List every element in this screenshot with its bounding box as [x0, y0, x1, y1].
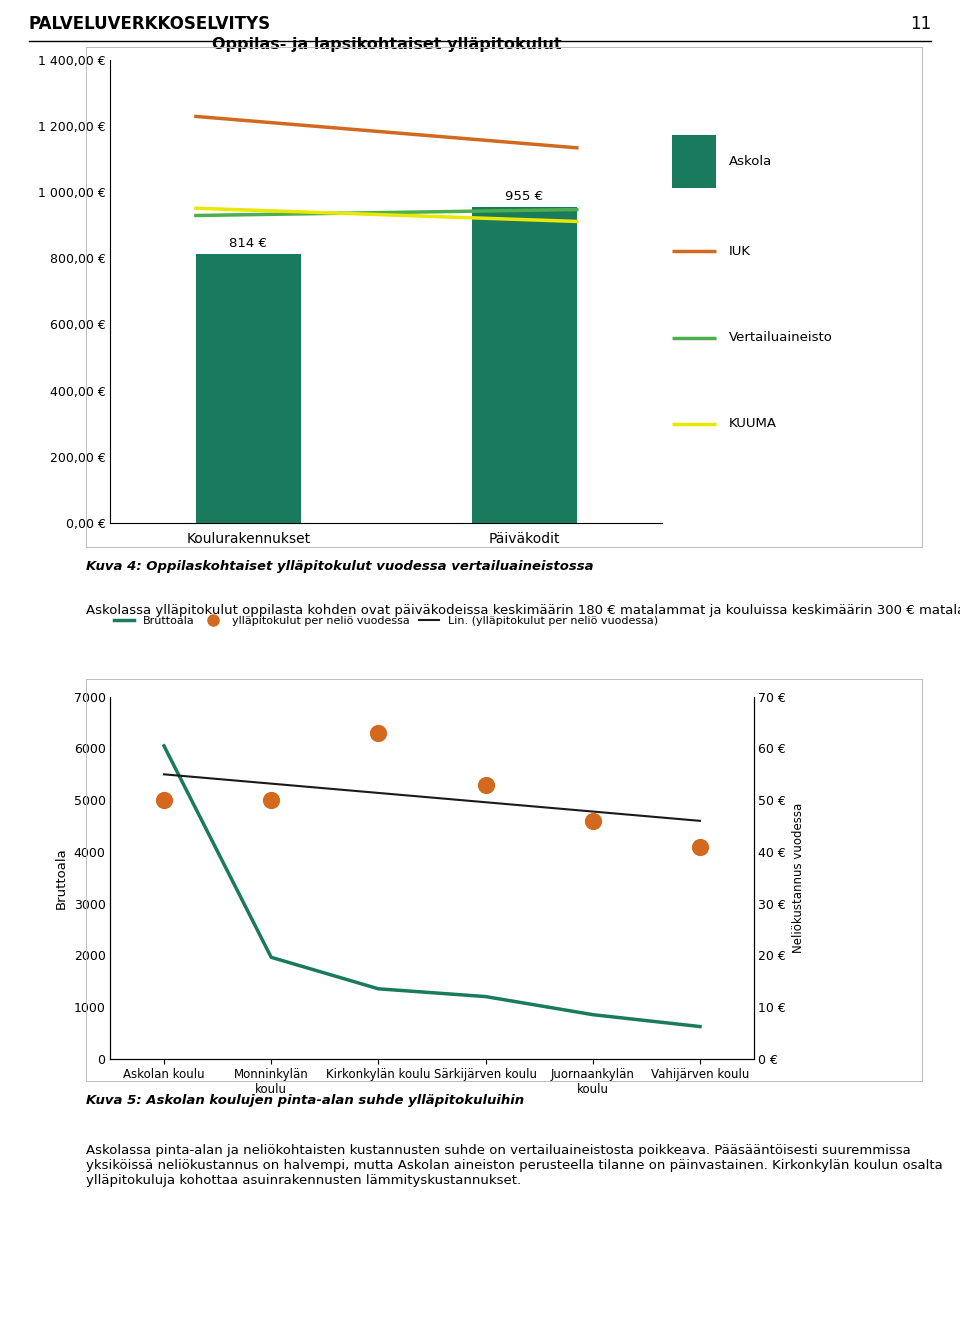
Text: IUK: IUK	[729, 245, 751, 257]
Text: Askolassa pinta-alan ja neliökohtaisten kustannusten suhde on vertailuaineistost: Askolassa pinta-alan ja neliökohtaisten …	[86, 1143, 943, 1186]
Text: Vertailuaineisto: Vertailuaineisto	[729, 331, 832, 344]
Title: Oppilas- ja lapsikohtaiset ylläpitokulut: Oppilas- ja lapsikohtaiset ylläpitokulut	[211, 38, 562, 52]
Text: Kuva 4: Oppilaskohtaiset ylläpitokulut vuodessa vertailuaineistossa: Kuva 4: Oppilaskohtaiset ylläpitokulut v…	[86, 560, 594, 572]
Point	[156, 789, 172, 811]
Y-axis label: Bruttoala: Bruttoala	[55, 847, 68, 909]
Point	[263, 789, 278, 811]
Text: 11: 11	[910, 15, 931, 32]
Point	[478, 775, 493, 796]
Text: Askola: Askola	[729, 155, 772, 168]
Y-axis label: Neliökustannus vuodessa: Neliökustannus vuodessa	[792, 803, 804, 953]
Text: 955 €: 955 €	[505, 190, 543, 204]
Bar	[672, 135, 716, 188]
Legend: Bruttoala, ylläpitokulut per neliö vuodessa, Lin. (ylläpitokulut per neliö vuode: Bruttoala, ylläpitokulut per neliö vuode…	[109, 612, 662, 631]
Text: Askolassa ylläpitokulut oppilasta kohden ovat päiväkodeissa keskimäärin 180 € ma: Askolassa ylläpitokulut oppilasta kohden…	[86, 604, 960, 618]
Text: 814 €: 814 €	[229, 237, 268, 249]
Text: Kuva 5: Askolan koulujen pinta-alan suhde ylläpitokuluihin: Kuva 5: Askolan koulujen pinta-alan suhd…	[86, 1095, 524, 1107]
Bar	[472, 208, 577, 523]
Point	[585, 811, 601, 832]
Text: PALVELUVERKKOSELVITYS: PALVELUVERKKOSELVITYS	[29, 15, 271, 32]
Point	[692, 836, 708, 858]
Text: KUUMA: KUUMA	[729, 418, 777, 430]
Point	[371, 722, 386, 744]
Bar	[196, 253, 300, 523]
